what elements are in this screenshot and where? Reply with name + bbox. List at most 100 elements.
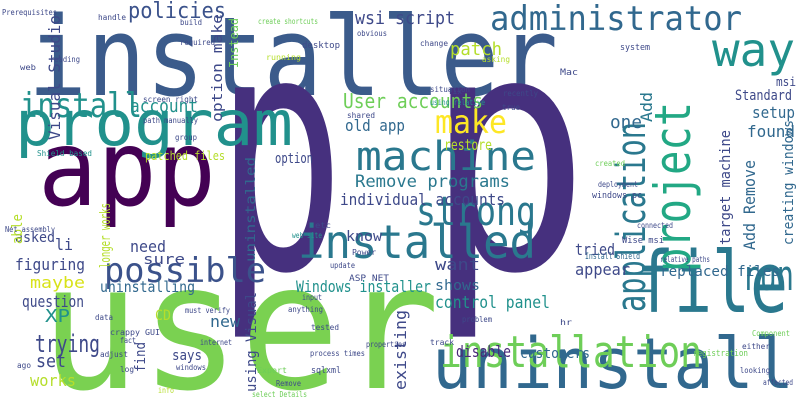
word: desktop	[302, 41, 340, 51]
word: customers	[520, 346, 590, 362]
word: shared	[347, 111, 375, 120]
word: asked	[15, 230, 55, 246]
word: know	[346, 229, 383, 245]
word: Net assembly	[5, 225, 55, 234]
word: Remove	[276, 379, 301, 388]
word: works	[30, 371, 76, 390]
word: find	[133, 342, 149, 372]
word: handle	[98, 13, 126, 22]
word: ASP NET	[349, 274, 390, 284]
word: uninstalled	[244, 157, 259, 262]
word: disable	[456, 342, 511, 361]
word: Visual Studio	[45, 15, 64, 140]
word: existing	[391, 310, 410, 390]
word: application	[609, 122, 655, 312]
word: Add	[637, 92, 656, 122]
word: app	[38, 108, 216, 230]
word: registration	[693, 349, 748, 359]
word: option	[275, 151, 313, 167]
word: replaced files	[660, 264, 780, 280]
word: ago	[17, 361, 31, 370]
word: obvious	[357, 29, 387, 38]
word: web site	[292, 231, 322, 240]
word: input	[302, 293, 322, 302]
word: possible	[104, 251, 266, 291]
word: asking	[482, 55, 510, 64]
word: option make	[210, 14, 226, 122]
word: deployment	[598, 180, 638, 189]
word: Component	[752, 329, 790, 338]
word: hr	[560, 318, 572, 327]
word: process times	[310, 349, 365, 358]
word: windows	[176, 363, 206, 372]
word: recently	[503, 89, 538, 98]
word: Add Remove	[740, 160, 759, 250]
word: individual accounts	[340, 190, 505, 209]
word: required	[180, 38, 215, 47]
word: p	[215, 0, 345, 346]
word: patched files	[145, 149, 225, 163]
word: relative paths	[660, 255, 710, 264]
word: able	[10, 214, 26, 244]
word: create shortcuts	[258, 17, 318, 26]
word: setup	[752, 103, 795, 122]
word: anything	[288, 305, 323, 314]
word: adjust	[100, 350, 128, 359]
word: file	[636, 234, 788, 333]
word: internet	[200, 338, 232, 347]
word: control panel	[435, 293, 550, 313]
word: policies	[128, 0, 226, 24]
word: msi	[776, 75, 796, 89]
word: group	[175, 133, 197, 142]
word: longer works	[98, 203, 114, 268]
word: uninstall	[432, 323, 794, 400]
word: shows	[435, 278, 480, 294]
word: info	[158, 386, 174, 395]
word: running	[266, 53, 301, 62]
word: tested	[311, 323, 339, 332]
word: using Visual	[244, 292, 260, 392]
word: restore	[444, 136, 492, 154]
word: created	[595, 159, 625, 168]
word: li	[55, 235, 73, 254]
word: etc	[315, 221, 331, 230]
word: path manually	[143, 116, 198, 125]
word: installed	[298, 215, 536, 269]
word: select Details	[252, 390, 307, 399]
word: fix	[448, 87, 462, 96]
word: strong	[416, 189, 536, 235]
word: sure	[143, 252, 185, 268]
word: windows pc	[592, 191, 642, 201]
word: affected	[763, 378, 793, 387]
word: situation	[430, 85, 470, 94]
word: administrator	[490, 0, 742, 39]
word: fact	[120, 336, 136, 345]
word: want	[435, 255, 480, 274]
word: must verify	[185, 306, 230, 315]
word: figuring	[15, 255, 85, 274]
word: Windows installer	[296, 277, 431, 296]
word: Mac	[560, 68, 578, 78]
word: Remove programs	[355, 172, 510, 192]
word: set	[36, 351, 66, 372]
word: tried	[575, 240, 615, 259]
word: account	[130, 96, 198, 117]
word: change	[420, 39, 448, 48]
word: problem	[462, 315, 492, 324]
word: Instead	[227, 18, 241, 68]
word: XP	[45, 306, 70, 327]
word: trying	[35, 330, 100, 358]
word: User accounts	[343, 89, 483, 113]
word: data	[95, 313, 113, 322]
word: CD	[155, 308, 171, 324]
word: build	[180, 18, 202, 27]
word: make	[435, 103, 507, 141]
word: p	[425, 0, 590, 346]
word: properties	[366, 340, 406, 349]
word: program	[15, 87, 293, 160]
word: says	[172, 348, 202, 364]
word: found	[747, 122, 795, 141]
word: web	[20, 63, 36, 72]
